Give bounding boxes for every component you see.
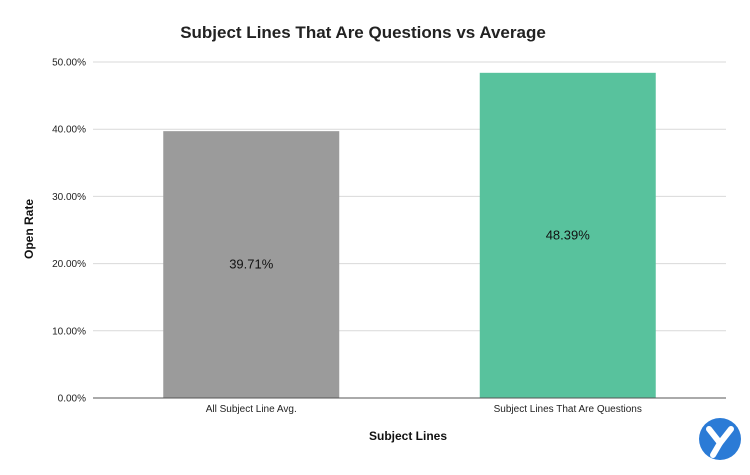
y-tick-label: 30.00%	[52, 192, 86, 203]
bars	[163, 72, 656, 398]
y-axis-ticks: 0.00% 10.00% 20.00% 30.00% 40.00% 50.00%	[52, 58, 86, 405]
chart-title: Subject Lines That Are Questions vs Aver…	[180, 23, 546, 42]
data-labels: 39.71% 48.39%	[229, 227, 590, 271]
y-tick-label: 40.00%	[52, 125, 86, 136]
y-tick-label: 10.00%	[52, 326, 86, 337]
x-tick-label: All Subject Line Avg.	[206, 404, 297, 415]
logo-icon	[699, 418, 741, 460]
y-tick-label: 0.00%	[58, 394, 86, 405]
data-label: 39.71%	[229, 257, 274, 272]
data-label: 48.39%	[546, 227, 591, 242]
y-tick-label: 20.00%	[52, 259, 86, 270]
x-axis-categories: All Subject Line Avg. Subject Lines That …	[206, 404, 642, 415]
x-axis-title: Subject Lines	[369, 429, 447, 443]
bar	[479, 72, 656, 398]
bar	[163, 131, 340, 398]
x-tick-label: Subject Lines That Are Questions	[494, 404, 642, 415]
y-axis-title: Open Rate	[22, 199, 36, 259]
y-tick-label: 50.00%	[52, 58, 86, 69]
